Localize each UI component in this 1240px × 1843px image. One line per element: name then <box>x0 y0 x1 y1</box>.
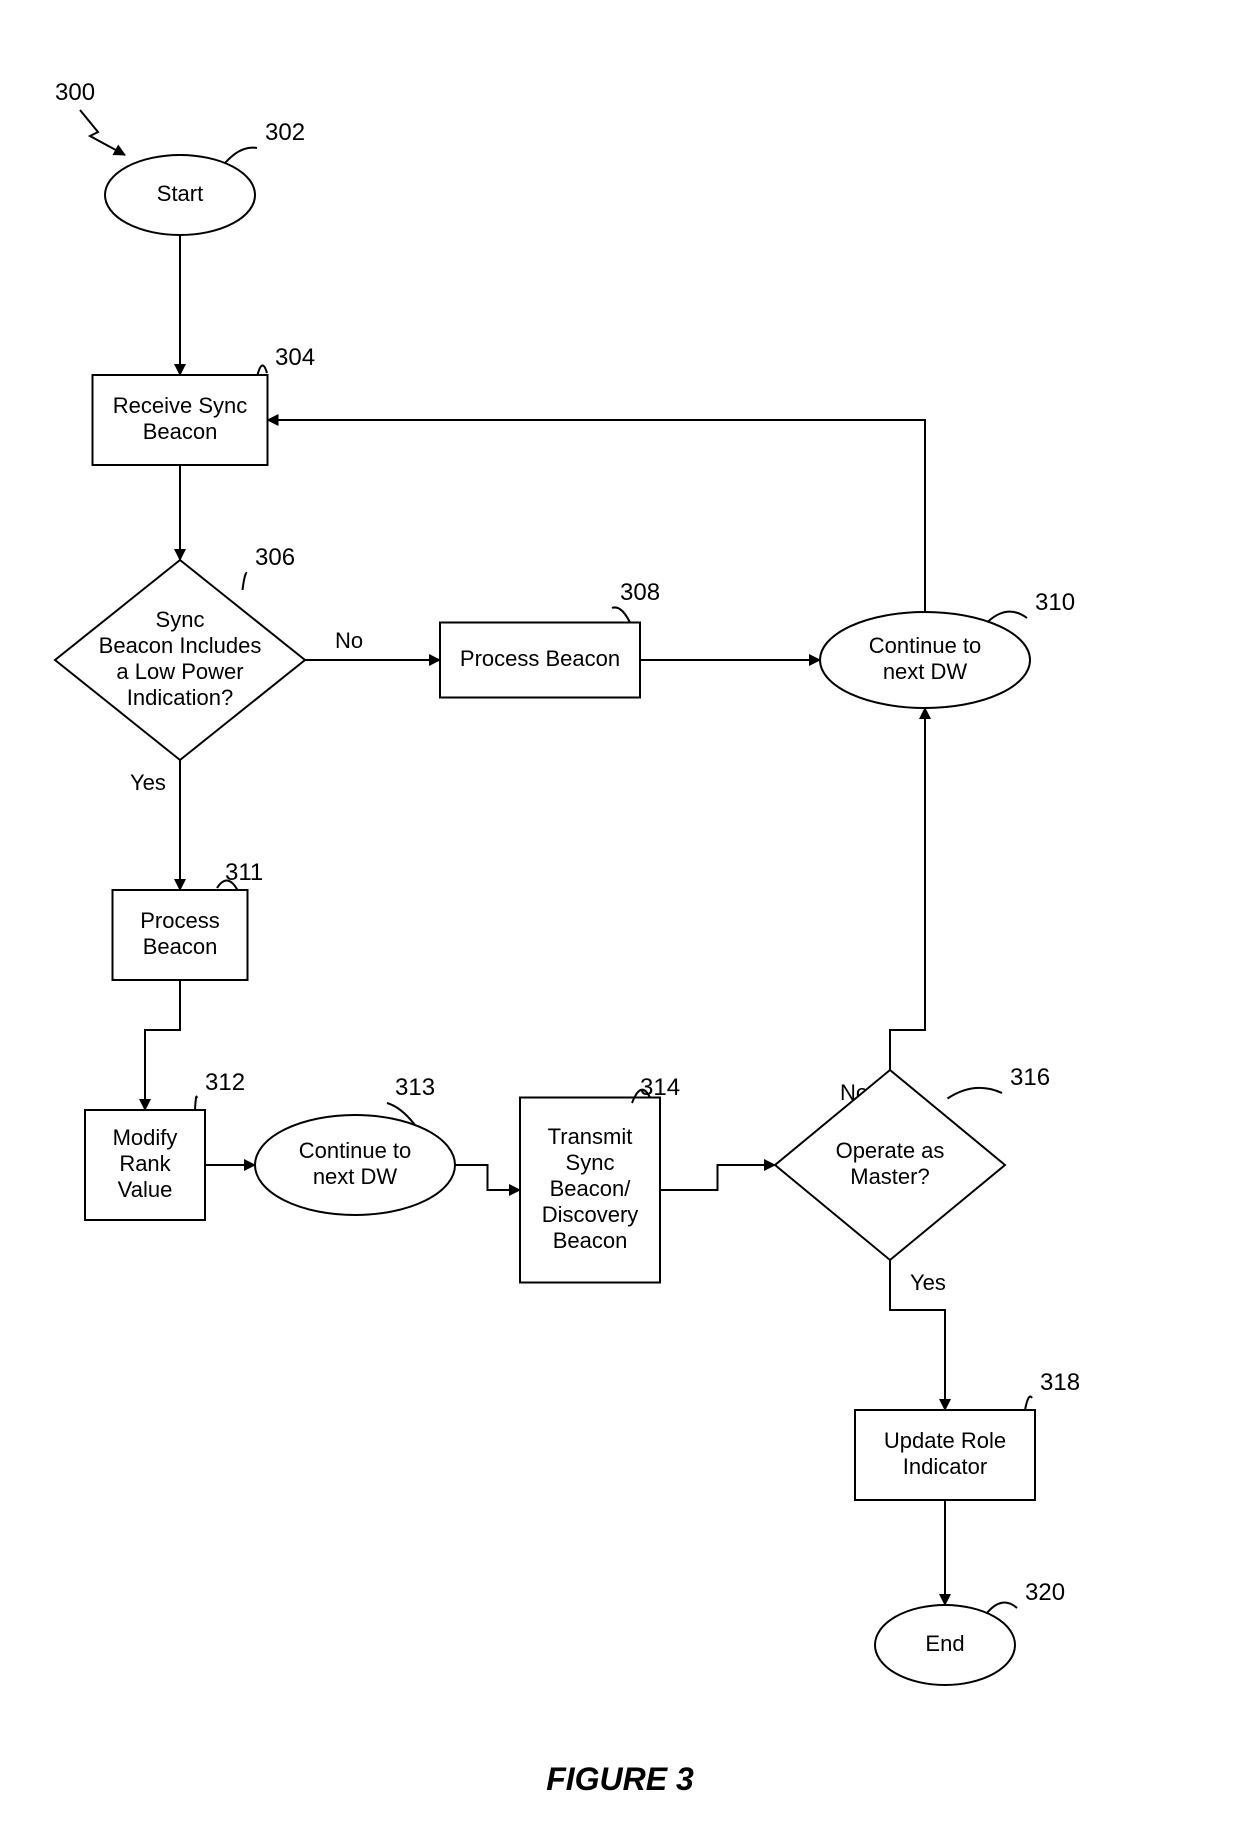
node-proc308-line0: Process Beacon <box>460 646 620 671</box>
ref-recv: 304 <box>275 344 315 371</box>
node-proc311: ProcessBeacon 311 <box>113 859 264 980</box>
node-dec1-line0: Sync <box>156 607 205 632</box>
node-cont313-line1: next DW <box>313 1164 398 1189</box>
node-proc311-line0: Process <box>140 908 219 933</box>
ref-leader-start <box>225 148 257 163</box>
node-start-line0: Start <box>157 181 203 206</box>
ref-cont310: 310 <box>1035 589 1075 616</box>
ref-trans: 314 <box>640 1074 680 1101</box>
node-modify-line1: Rank <box>119 1151 171 1176</box>
node-cont310-line1: next DW <box>883 659 968 684</box>
node-dec1: SyncBeacon Includesa Low PowerIndication… <box>55 544 305 760</box>
node-trans-line0: Transmit <box>548 1124 633 1149</box>
node-update: Update RoleIndicator 318 <box>855 1369 1080 1500</box>
node-modify-line2: Value <box>118 1177 173 1202</box>
edge-trans-dec2 <box>660 1165 775 1190</box>
edge-dec2-cont310 <box>890 708 925 1070</box>
ref-leader-end <box>987 1603 1017 1613</box>
node-modify-line0: Modify <box>113 1125 178 1150</box>
node-proc311-line1: Beacon <box>143 934 218 959</box>
ref-modify: 312 <box>205 1069 245 1096</box>
node-dec2-line0: Operate as <box>836 1138 945 1163</box>
ref-cont313: 313 <box>395 1074 435 1101</box>
node-modify: ModifyRankValue 312 <box>85 1069 245 1220</box>
ref-dec2: 316 <box>1010 1064 1050 1091</box>
ref-end: 320 <box>1025 1579 1065 1606</box>
node-trans: TransmitSyncBeacon/DiscoveryBeacon 314 <box>520 1074 680 1283</box>
node-trans-line3: Discovery <box>542 1202 639 1227</box>
node-dec2: Operate asMaster? 316 <box>775 1064 1050 1260</box>
node-update-line0: Update Role <box>884 1428 1006 1453</box>
edge-proc311-modify <box>145 980 180 1110</box>
node-dec1-line1: Beacon Includes <box>99 633 262 658</box>
node-dec2-line1: Master? <box>850 1164 929 1189</box>
node-trans-line2: Beacon/ <box>550 1176 632 1201</box>
node-recv-line0: Receive Sync <box>113 393 248 418</box>
node-cont310: Continue tonext DW 310 <box>820 589 1075 708</box>
node-dec1-line3: Indication? <box>127 685 233 710</box>
node-cont313: Continue tonext DW 313 <box>255 1074 455 1215</box>
diagram-ref: 300 <box>55 79 95 106</box>
ref-dec1: 306 <box>255 544 295 571</box>
node-dec1-line2: a Low Power <box>116 659 243 684</box>
node-end: End 320 <box>875 1579 1065 1685</box>
figure-title: FIGURE 3 <box>546 1761 694 1797</box>
node-cont310-line0: Continue to <box>869 633 982 658</box>
node-recv: Receive SyncBeacon 304 <box>93 344 316 465</box>
edge-cont310-recv <box>268 420 926 612</box>
ref-proc311: 311 <box>225 859 263 886</box>
nodes: Start302Receive SyncBeacon304SyncBeacon … <box>55 119 1080 1685</box>
node-end-line0: End <box>925 1631 964 1656</box>
ref-leader-proc308 <box>612 607 630 622</box>
node-start: Start 302 <box>105 119 305 235</box>
ref-leader-dec2 <box>948 1088 1003 1099</box>
edge-label-dec2-update: Yes <box>910 1270 946 1295</box>
node-trans-line1: Sync <box>566 1150 615 1175</box>
node-cont313-line0: Continue to <box>299 1138 412 1163</box>
ref-leader-recv <box>258 365 268 375</box>
ref-leader-dec1 <box>243 573 248 590</box>
edge-label-dec1-proc311: Yes <box>130 770 166 795</box>
ref-start: 302 <box>265 119 305 146</box>
ref-leader-update <box>1025 1397 1032 1411</box>
node-proc308: Process Beacon 308 <box>440 579 660 698</box>
node-update-line1: Indicator <box>903 1454 987 1479</box>
ref-leader-modify <box>195 1097 197 1111</box>
ref-leader-cont310 <box>988 612 1027 622</box>
ref-proc308: 308 <box>620 579 660 606</box>
node-trans-line4: Beacon <box>553 1228 628 1253</box>
ref-update: 318 <box>1040 1369 1080 1396</box>
diagram-ref-arrow <box>80 110 125 155</box>
node-recv-line1: Beacon <box>143 419 218 444</box>
edge-cont313-trans <box>455 1165 520 1190</box>
edge-label-dec1-proc308: No <box>335 628 363 653</box>
